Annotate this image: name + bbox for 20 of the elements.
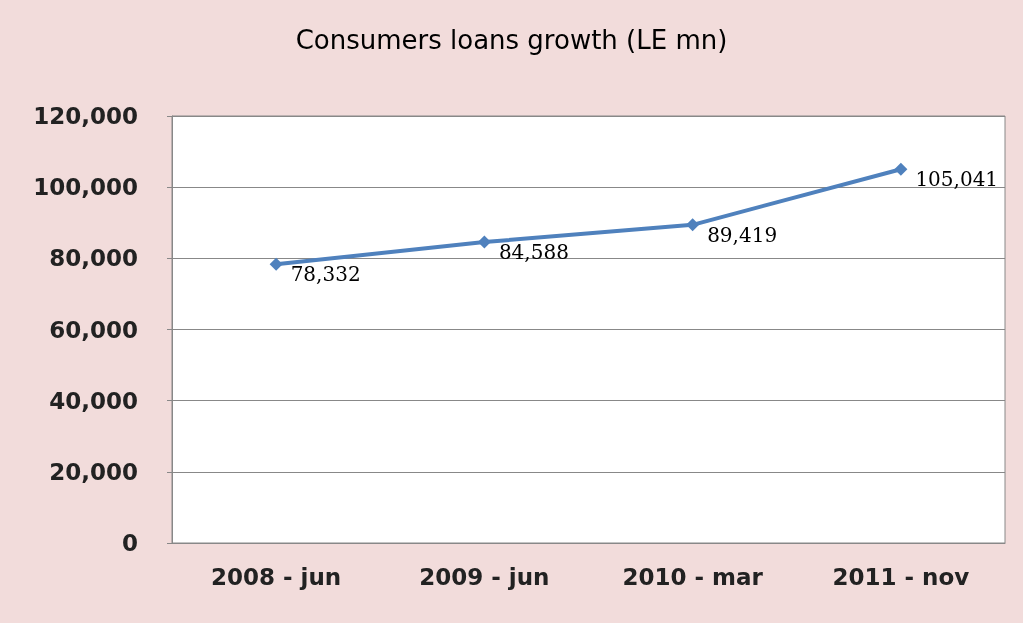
data-label: 84,588	[498, 240, 569, 265]
y-tick-label: 60,000	[49, 316, 138, 343]
point	[269, 257, 283, 271]
point	[686, 218, 700, 232]
y-tick-label: 120,000	[33, 103, 138, 129]
y-tick-label: 20,000	[49, 458, 138, 485]
y-tick-label: 40,000	[49, 387, 138, 414]
point	[477, 235, 491, 249]
x-tick-label: 2011 - nov	[832, 563, 970, 590]
y-tick-label: 0	[121, 530, 138, 556]
x-tick-label: 2010 - mar	[622, 563, 764, 590]
point	[894, 162, 908, 176]
data-label: 89,419	[707, 222, 778, 247]
y-tick-label: 100,000	[33, 174, 138, 201]
y-tick-label: 80,000	[49, 245, 138, 272]
x-tick-label: 2009 - jun	[419, 563, 550, 590]
x-tick-label: 2008 - jun	[211, 563, 342, 590]
data-label: 105,041	[915, 167, 999, 192]
chart-title: Consumers loans growth (LE mn)	[295, 25, 728, 55]
data-label: 78,332	[290, 262, 361, 287]
